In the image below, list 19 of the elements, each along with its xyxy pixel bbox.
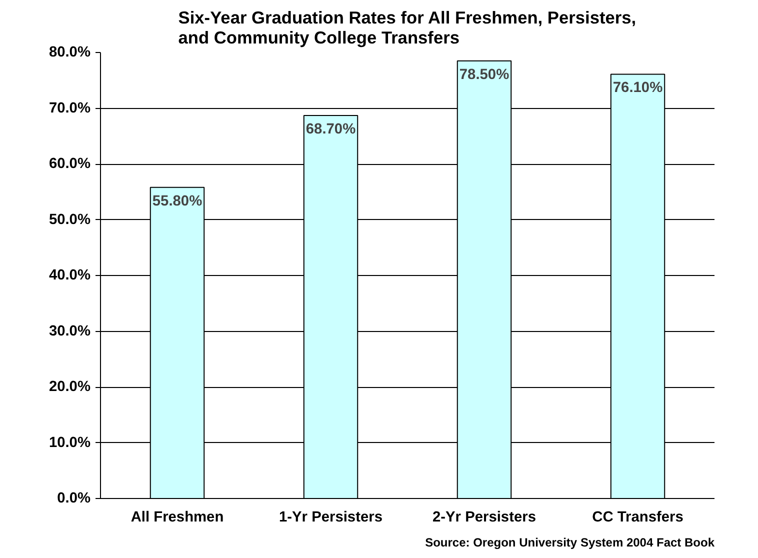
x-tick-label: All Freshmen <box>130 510 224 526</box>
y-tick-label: 30.0% <box>48 323 91 340</box>
data-label: 76.10% <box>612 80 663 96</box>
chart-title: Six-Year Graduation Rates for All Freshmen, Persisters, and Community College Transfers <box>178 8 636 48</box>
source-note: Source: Oregon University System 2004 Fact Book <box>425 536 715 550</box>
y-tick-label: 10.0% <box>48 434 91 451</box>
x-tick-label: CC Transfers <box>592 510 684 526</box>
data-label: 68.70% <box>306 121 356 138</box>
y-tick-label: 60.0% <box>48 156 91 172</box>
y-tick-label: 0.0% <box>57 490 90 506</box>
y-tick-label: 80.0% <box>48 44 91 60</box>
y-tick-label: 20.0% <box>48 379 91 395</box>
x-tick-label: 1-Yr Persisters <box>279 510 382 526</box>
data-label: 78.50% <box>459 66 510 83</box>
y-tick-label: 50.0% <box>48 212 91 228</box>
data-label: 55.80% <box>152 193 202 210</box>
y-tick-label: 40.0% <box>48 268 91 284</box>
y-tick-label: 70.0% <box>48 100 91 116</box>
x-tick-label: 2-Yr Persisters <box>432 510 536 526</box>
